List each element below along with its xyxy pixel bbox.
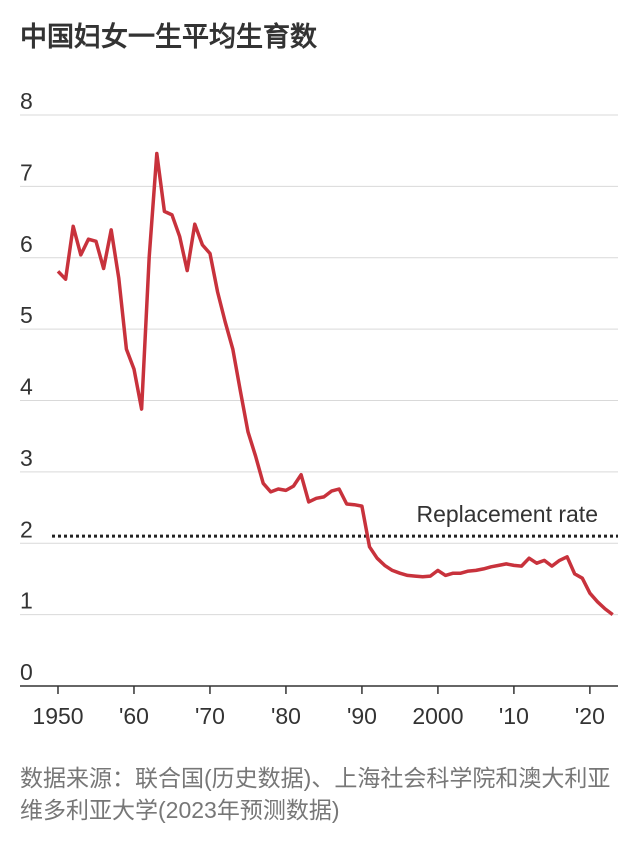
x-tick-label: 1950 <box>32 703 83 729</box>
y-tick-label: 2 <box>20 516 33 542</box>
data-line <box>56 151 614 616</box>
reference-label: Replacement rate <box>416 501 598 527</box>
x-tick-label: 2000 <box>412 703 463 729</box>
x-tick-label: '10 <box>499 703 529 729</box>
x-tick-label: '60 <box>119 703 149 729</box>
y-tick-label: 5 <box>20 302 33 328</box>
y-tick-label: 4 <box>20 374 33 400</box>
y-tick-label: 6 <box>20 231 33 257</box>
y-tick-label: 3 <box>20 445 33 471</box>
x-tick-label: '80 <box>271 703 301 729</box>
source: 数据来源：联合国(历史数据)、上海社会科学院和澳大利亚维多利亚大学(2023年预… <box>20 765 611 823</box>
y-tick-label: 8 <box>20 88 33 114</box>
x-tick-label: '90 <box>347 703 377 729</box>
chart: 中国妇女一生平均生育数 0 1 2 3 4 5 6 7 8 1950 '60 '70 '80 '90 200… <box>20 21 618 729</box>
x-tick-label: '20 <box>575 703 605 729</box>
y-tick-label: 0 <box>20 659 33 685</box>
y-tick-label: 1 <box>20 588 33 614</box>
chart-title: 中国妇女一生平均生育数 <box>20 21 318 52</box>
y-tick-label: 7 <box>20 159 33 185</box>
x-tick-label: '70 <box>195 703 225 729</box>
